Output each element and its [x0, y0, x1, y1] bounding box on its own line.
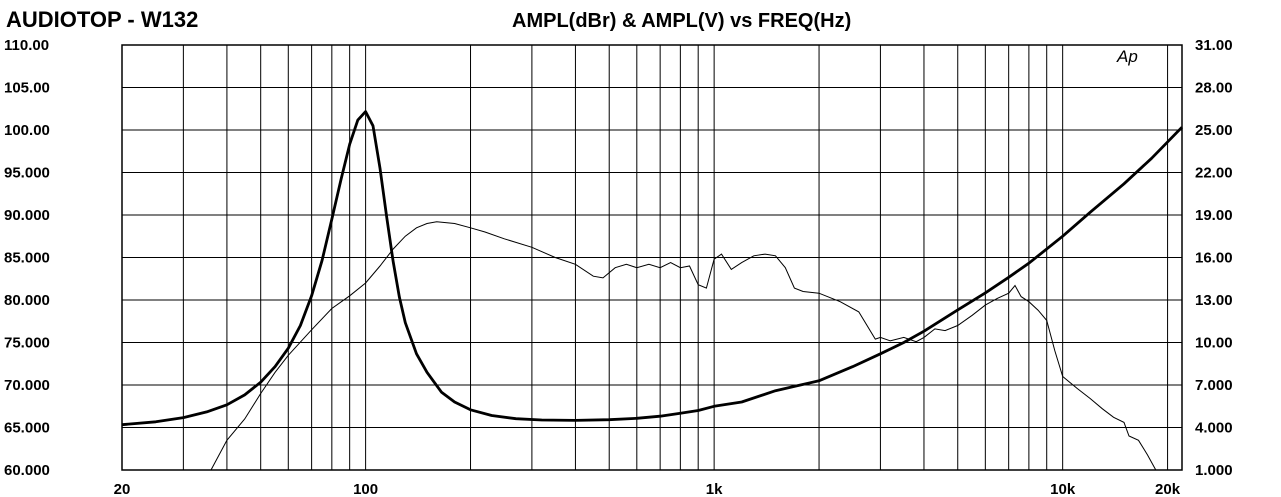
y-left-tick-label: 80.000 [4, 292, 50, 309]
y-left-tick-label: 75.000 [4, 335, 50, 352]
y-right-tick-label: 1.000 [1195, 462, 1233, 479]
grid-lines [122, 45, 1182, 470]
y-right-tick-label: 25.00 [1195, 122, 1233, 139]
x-tick-label: 1k [706, 481, 723, 497]
y-right-tick-label: 4.000 [1195, 420, 1233, 437]
series-lines [121, 110, 1184, 471]
y-left-tick-label: 95.000 [4, 165, 50, 182]
y-right-tick-label: 10.00 [1195, 335, 1233, 352]
plot-frame [121, 44, 1183, 471]
x-tick-label: 100 [353, 481, 378, 497]
y-right-tick-label: 28.00 [1195, 80, 1233, 97]
y-left-tick-label: 65.000 [4, 420, 50, 437]
x-tick-label: 10k [1050, 481, 1076, 497]
x-tick-label: 20 [114, 481, 131, 497]
y-left-tick-label: 60.000 [4, 462, 50, 479]
y-left-tick-label: 70.000 [4, 377, 50, 394]
chart-title-right: AMPL(dBr) & AMPL(V) vs FREQ(Hz) [512, 10, 851, 32]
amplitude-volts-line [121, 110, 1184, 427]
y-right-tick-label: 7.000 [1195, 377, 1233, 394]
y-left-tick-label: 105.00 [4, 80, 50, 97]
x-tick-label: 20k [1155, 481, 1181, 497]
y-right-tick-label: 31.00 [1195, 37, 1233, 54]
y-left-tick-label: 85.000 [4, 250, 50, 267]
y-right-tick-label: 22.00 [1195, 165, 1233, 182]
tick-labels: 110.00 105.00 100.00 95.000 90.000 85.000 80.0… [4, 37, 1233, 497]
y-right-tick-label: 13.00 [1195, 292, 1233, 309]
y-left-tick-label: 110.00 [4, 37, 49, 54]
amplitude-dbr-line [210, 221, 1157, 471]
y-left-tick-label: 100.00 [4, 122, 50, 139]
ap-watermark-logo: Ap [1116, 47, 1138, 66]
y-right-tick-label: 16.00 [1195, 250, 1233, 267]
y-right-tick-label: 19.00 [1195, 207, 1233, 224]
y-left-tick-label: 90.000 [4, 207, 50, 224]
chart-title-left: AUDIOTOP - W132 [6, 7, 198, 32]
